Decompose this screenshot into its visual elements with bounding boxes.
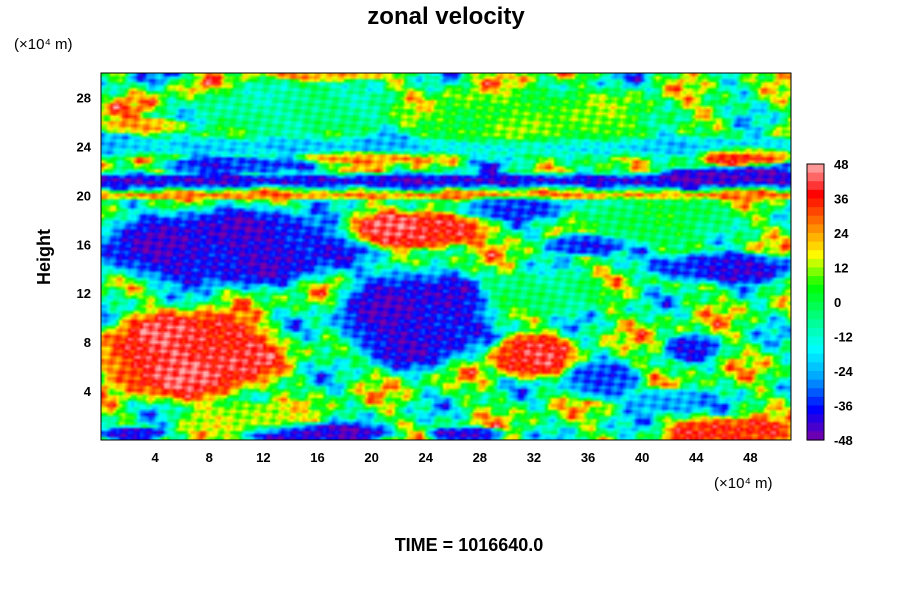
velocity-heatmap [101, 73, 791, 440]
plot-frame [100, 72, 792, 441]
y-axis-unit: (×10⁴ m) [14, 36, 73, 53]
y-tick-label: 20 [77, 188, 91, 203]
colorbar-segment [807, 405, 824, 415]
colorbar-segment [807, 241, 824, 251]
colorbar-segment [807, 198, 824, 208]
x-tick-label: 36 [581, 450, 595, 465]
y-tick-label: 24 [77, 139, 92, 154]
colorbar-segments [807, 164, 824, 441]
x-tick-label: 12 [256, 450, 270, 465]
colorbar-segment [807, 379, 824, 389]
colorbar-tick-label: -12 [834, 330, 853, 345]
plot-area [100, 72, 792, 441]
colorbar-tick-label: 12 [834, 261, 848, 276]
chart-title: zonal velocity [367, 3, 525, 30]
colorbar-segment [807, 258, 824, 269]
colorbar-segment [807, 181, 824, 191]
x-axis-ticks: 4 8 12 16 20 24 28 32 36 40 44 48 [152, 450, 758, 465]
colorbar-segment [807, 327, 824, 338]
x-tick-label: 44 [689, 450, 704, 465]
colorbar-tick-label: 24 [834, 226, 849, 241]
colorbar-segment [807, 233, 824, 243]
colorbar-segment [807, 293, 824, 303]
colorbar-segment [807, 310, 824, 320]
x-tick-label: 48 [743, 450, 757, 465]
x-axis-unit: (×10⁴ m) [714, 475, 773, 492]
x-tick-label: 28 [473, 450, 487, 465]
y-axis-ticks: 4 8 12 16 20 24 28 [77, 90, 92, 399]
colorbar-segment [807, 267, 824, 277]
colorbar-segment [807, 422, 824, 432]
colorbar-tick-label: -48 [834, 433, 853, 448]
colorbar-segment [807, 224, 824, 234]
y-axis-label: Height [34, 229, 54, 285]
x-tick-label: 4 [152, 450, 160, 465]
x-tick-label: 24 [418, 450, 433, 465]
colorbar-frame [806, 163, 825, 441]
x-tick-label: 40 [635, 450, 649, 465]
colorbar-segment [807, 319, 824, 329]
y-tick-label: 4 [84, 384, 92, 399]
colorbar-segment [807, 215, 824, 225]
colorbar-segment [807, 189, 824, 200]
time-label: TIME = 1016640.0 [395, 535, 544, 555]
colorbar-segment [807, 371, 824, 381]
colorbar-tick-label: -24 [834, 364, 854, 379]
x-tick-label: 20 [364, 450, 378, 465]
colorbar-segment [807, 345, 824, 355]
colorbar-segment [807, 353, 824, 363]
x-tick-label: 32 [527, 450, 541, 465]
colorbar-segment [807, 336, 824, 346]
x-tick-label: 16 [310, 450, 324, 465]
colorbar-tick-label: 36 [834, 192, 848, 207]
y-tick-label: 8 [84, 335, 91, 350]
colorbar-segment [807, 172, 824, 182]
colorbar-segment [807, 414, 824, 424]
colorbar-segment [807, 396, 824, 407]
colorbar-tick-label: 48 [834, 157, 848, 172]
y-tick-label: 16 [77, 237, 91, 252]
colorbar-segment [807, 302, 824, 312]
colorbar: 48 36 24 12 0 -12 -24 -36 -48 [806, 157, 854, 448]
colorbar-segment [807, 207, 824, 217]
x-tick-label: 8 [206, 450, 213, 465]
colorbar-tick-label: -36 [834, 399, 853, 414]
colorbar-segment [807, 362, 824, 372]
y-tick-label: 12 [77, 286, 91, 301]
colorbar-ticks: 48 36 24 12 0 -12 -24 -36 -48 [834, 157, 854, 448]
colorbar-segment [807, 250, 824, 260]
y-tick-label: 28 [77, 90, 91, 105]
colorbar-segment [807, 431, 824, 441]
colorbar-segment [807, 276, 824, 286]
colorbar-segment [807, 284, 824, 294]
colorbar-segment [807, 388, 824, 398]
colorbar-tick-label: 0 [834, 295, 841, 310]
colorbar-segment [807, 164, 824, 174]
